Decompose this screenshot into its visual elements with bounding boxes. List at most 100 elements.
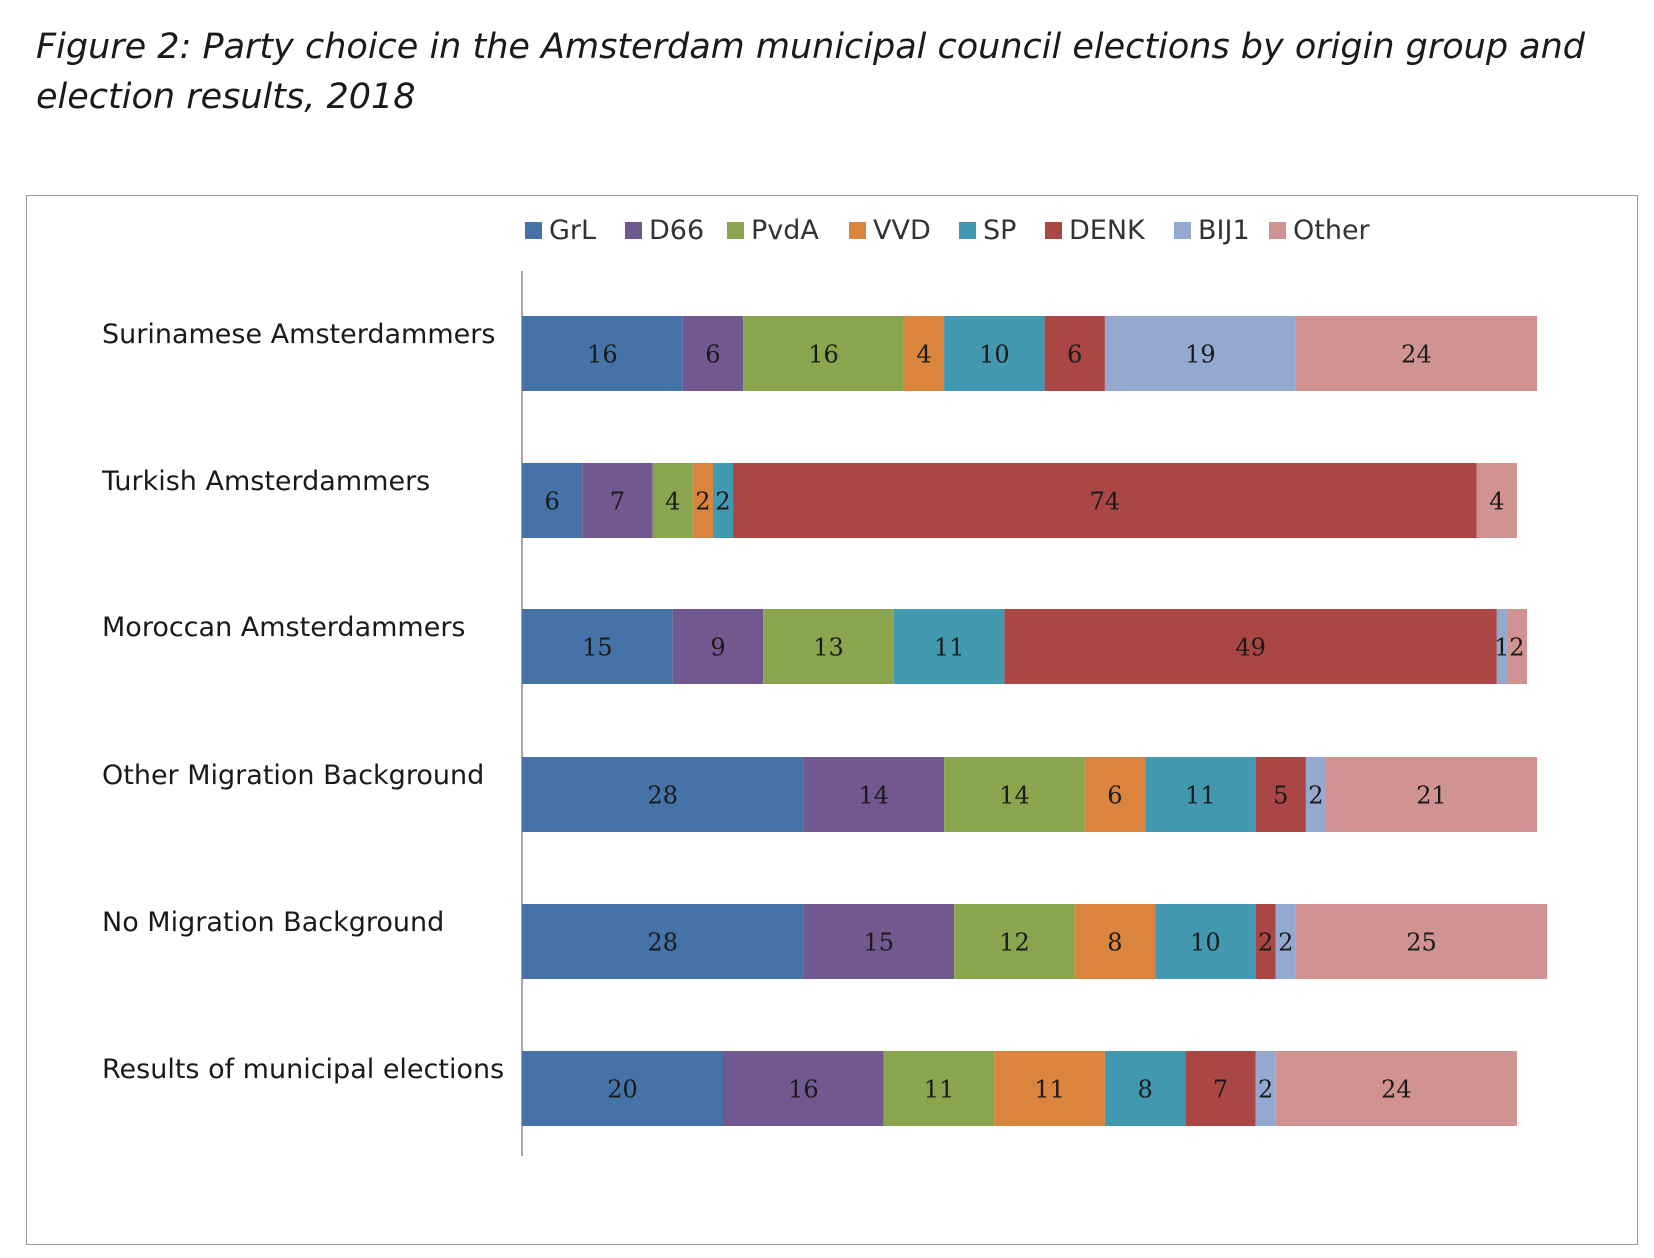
legend-swatch [625, 222, 642, 239]
legend-swatch [1045, 222, 1062, 239]
legend-item-other: Other [1269, 215, 1371, 246]
legend-label: GrL [549, 215, 596, 246]
bar-segment-sp [893, 609, 1005, 684]
legend-swatch [849, 222, 866, 239]
category-label-other-migration-background: Other Migration Background [102, 760, 484, 791]
bar-row-results-of-municipal-elections: 20 16 11 11 8 7 2 24 [522, 1051, 1517, 1126]
legend-item-d66: D66 [625, 215, 704, 246]
data-label-vvd: 11 [1034, 1076, 1065, 1104]
legend-item-denk: DENK [1045, 215, 1146, 246]
bar-segment-d66 [682, 316, 744, 391]
bar-segment-grl [522, 316, 683, 391]
data-label-vvd: 2 [695, 488, 710, 516]
category-label-surinamese-amsterdammers: Surinamese Amsterdammers [102, 319, 495, 350]
bar-segment-d66 [723, 1051, 884, 1126]
data-label-denk: 7 [1213, 1076, 1228, 1104]
bar-segment-d66 [803, 757, 945, 832]
data-label-denk: 5 [1273, 782, 1288, 810]
data-label-pvda: 4 [665, 488, 680, 516]
bar-segment-denk [1044, 316, 1105, 391]
bar-segment-pvda [883, 1051, 995, 1126]
bar-segment-sp [1155, 904, 1256, 979]
category-label-turkish-amsterdammers: Turkish Amsterdammers [101, 466, 430, 497]
bar-segment-pvda [954, 904, 1075, 979]
bar-segment-denk [733, 463, 1477, 538]
bar-segment-denk [1185, 1051, 1256, 1126]
legend-item-pvda: PvdA [727, 215, 819, 246]
bar-segment-denk [1255, 904, 1276, 979]
data-label-d66: 7 [610, 488, 625, 516]
bar-segment-sp [1145, 757, 1256, 832]
data-label-pvda: 11 [924, 1076, 955, 1104]
bar-segment-d66 [803, 904, 955, 979]
category-label-results-of-municipal-elections: Results of municipal elections [102, 1054, 504, 1085]
data-label-d66: 6 [705, 341, 720, 369]
bar-segment-grl [522, 904, 804, 979]
bar-segment-other [1326, 757, 1538, 832]
legend-label: PvdA [751, 215, 819, 246]
data-label-grl: 16 [587, 341, 618, 369]
bar-row-no-migration-background: 28 15 12 8 10 2 2 25 [522, 904, 1548, 979]
bar-segment-denk [1004, 609, 1497, 684]
data-label-denk: 2 [1258, 929, 1273, 957]
data-label-vvd: 6 [1107, 782, 1122, 810]
data-label-sp: 11 [934, 634, 965, 662]
bar-segment-bij1 [1275, 904, 1296, 979]
legend: GrL D66 PvdA VVD SP DENK BIJ1 Other [525, 215, 1371, 246]
bar-segment-sp [712, 463, 734, 538]
data-label-bij1: 2 [1278, 929, 1293, 957]
bar-segment-d66 [582, 463, 653, 538]
data-label-vvd: 8 [1107, 929, 1122, 957]
data-label-other: 24 [1401, 341, 1432, 369]
bar-segment-other [1275, 1051, 1517, 1126]
legend-item-vvd: VVD [849, 215, 931, 246]
legend-label: Other [1293, 215, 1371, 246]
legend-label: D66 [649, 215, 704, 246]
legend-label: SP [983, 215, 1016, 246]
bar-row-other-migration-background: 28 14 14 6 11 5 2 21 [522, 757, 1538, 832]
legend-swatch [525, 222, 542, 239]
legend-item-bij1: BIJ1 [1174, 215, 1250, 246]
bar-segment-vvd [1074, 904, 1156, 979]
data-label-grl: 15 [582, 634, 613, 662]
data-label-pvda: 16 [808, 341, 839, 369]
data-label-sp: 8 [1137, 1076, 1152, 1104]
data-label-other: 24 [1381, 1076, 1412, 1104]
bar-segment-pvda [652, 463, 693, 538]
data-label-pvda: 13 [813, 634, 844, 662]
data-label-other: 2 [1509, 634, 1524, 662]
bar-segment-bij1 [1255, 1051, 1276, 1126]
data-label-other: 25 [1406, 929, 1437, 957]
bar-segment-vvd [1084, 757, 1146, 832]
data-label-sp: 2 [715, 488, 730, 516]
bar-segment-other [1476, 463, 1517, 538]
data-label-grl: 28 [647, 929, 678, 957]
bar-row-turkish-amsterdammers: 6 7 4 2 2 74 4 [522, 463, 1517, 538]
bar-row-moroccan-amsterdammers: 15 9 13 11 49 1 2 [522, 609, 1527, 684]
data-label-pvda: 14 [999, 782, 1030, 810]
legend-label: VVD [873, 215, 931, 246]
bar-segment-other [1295, 316, 1538, 391]
bar-segment-d66 [672, 609, 764, 684]
legend-item-sp: SP [959, 215, 1016, 246]
legend-swatch [1174, 222, 1191, 239]
data-label-grl: 28 [647, 782, 678, 810]
bar-segment-grl [522, 757, 804, 832]
data-label-denk: 6 [1067, 341, 1082, 369]
data-label-denk: 74 [1090, 488, 1121, 516]
data-label-other: 21 [1416, 782, 1447, 810]
bar-segment-pvda [743, 316, 904, 391]
legend-item-grl: GrL [525, 215, 596, 246]
bar-segment-pvda [944, 757, 1085, 832]
data-label-vvd: 4 [916, 341, 931, 369]
bar-segment-bij1 [1305, 757, 1326, 832]
bar-segment-other [1506, 609, 1527, 684]
figure-title: Figure 2: Party choice in the Amsterdam … [36, 27, 1586, 117]
bar-segment-sp [944, 316, 1045, 391]
bar-segment-grl [522, 609, 673, 684]
legend-label: DENK [1069, 215, 1146, 246]
data-label-bij1: 19 [1185, 341, 1216, 369]
legend-swatch [959, 222, 976, 239]
data-label-d66: 14 [858, 782, 889, 810]
legend-swatch [727, 222, 744, 239]
